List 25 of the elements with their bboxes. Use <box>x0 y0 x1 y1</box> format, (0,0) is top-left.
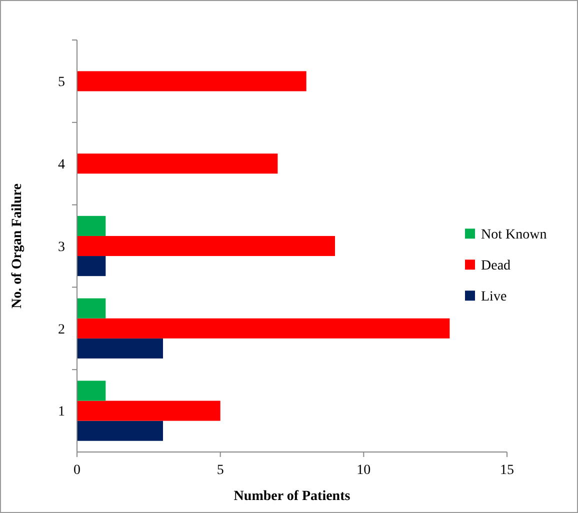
y-tick-label: 5 <box>58 75 65 90</box>
bar <box>77 236 335 256</box>
legend-label: Live <box>481 290 507 305</box>
bar <box>77 318 450 338</box>
y-tick-label: 2 <box>58 322 65 338</box>
x-tick-label: 15 <box>500 463 514 478</box>
bar <box>77 400 220 421</box>
bar <box>77 338 163 358</box>
x-axis-title: Number of Patients <box>234 489 351 504</box>
y-tick-label: 3 <box>58 240 65 255</box>
bar <box>77 298 106 318</box>
x-tick-label: 0 <box>74 463 80 478</box>
y-tick-label: 1 <box>58 404 65 420</box>
legend-label: Not Known <box>481 228 547 243</box>
bar <box>77 154 278 174</box>
bar <box>77 256 106 276</box>
bar <box>77 380 106 401</box>
legend-label: Dead <box>481 258 511 274</box>
x-tick-label: 5 <box>216 463 224 478</box>
bar <box>77 216 106 236</box>
bar <box>77 71 306 92</box>
bar <box>77 420 163 441</box>
y-axis-title: No. of Organ Failure <box>10 184 25 308</box>
x-tick-label: 10 <box>356 463 371 478</box>
y-tick-label: 4 <box>58 158 65 172</box>
